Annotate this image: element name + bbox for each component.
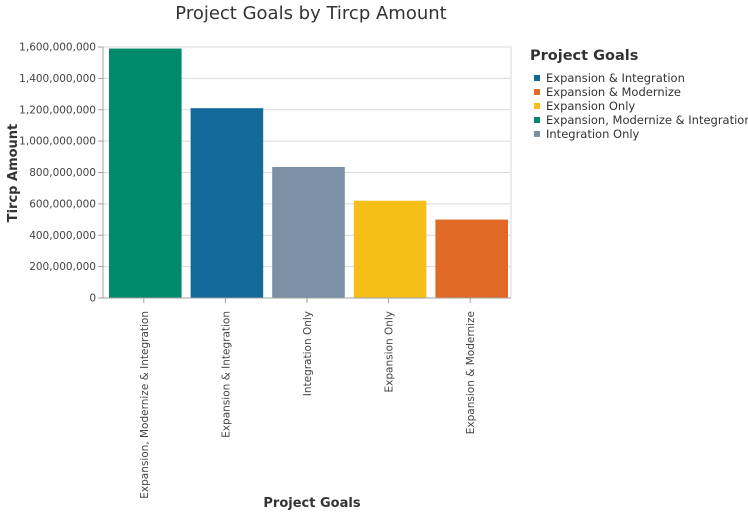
y-tick-label: 1,200,000,000 xyxy=(19,104,96,116)
bar xyxy=(353,200,427,298)
x-tick-label: Expansion, Modernize & Integration xyxy=(139,311,151,499)
y-tick-label: 1,000,000,000 xyxy=(19,136,96,148)
bar xyxy=(190,108,264,299)
y-tick-label: 0 xyxy=(89,293,96,305)
legend-item-label: Expansion & Modernize xyxy=(546,85,681,99)
axes xyxy=(102,47,512,303)
x-tick-label: Expansion & Modernize xyxy=(465,311,477,434)
legend-swatch xyxy=(534,117,540,123)
legend-item-label: Expansion Only xyxy=(546,99,635,113)
x-tick-label: Integration Only xyxy=(302,311,314,396)
x-tick-labels: Expansion, Modernize & Integration Expans… xyxy=(139,311,477,499)
bars xyxy=(109,48,508,299)
legend-item-label: Expansion, Modernize & Integration xyxy=(546,113,748,127)
legend-swatch xyxy=(534,75,540,81)
x-axis-title: Project Goals xyxy=(263,496,360,511)
bar xyxy=(435,219,508,298)
y-tick-labels: 0 200,000,000 400,000,000 600,000,000 800,00… xyxy=(19,42,96,305)
legend-item-label: Integration Only xyxy=(546,127,640,141)
legend: Project Goals Expansion & IntegrationExp… xyxy=(530,48,748,141)
y-axis-title: Tircp Amount xyxy=(6,124,21,223)
legend-swatch xyxy=(534,103,540,109)
x-tick-label: Expansion & Integration xyxy=(220,311,232,438)
legend-swatch xyxy=(534,89,540,95)
y-tick-label: 1,600,000,000 xyxy=(19,42,96,54)
y-tick-label: 400,000,000 xyxy=(29,230,96,242)
legend-title: Project Goals xyxy=(530,48,638,64)
y-tick-label: 200,000,000 xyxy=(29,261,96,273)
y-tick-label: 600,000,000 xyxy=(29,198,96,210)
y-tick-label: 1,400,000,000 xyxy=(19,73,96,85)
y-tick-label: 800,000,000 xyxy=(29,167,96,179)
legend-item-label: Expansion & Integration xyxy=(546,71,685,85)
chart-title: Project Goals by Tircp Amount xyxy=(175,3,446,24)
bar xyxy=(272,167,345,298)
bar xyxy=(109,48,182,298)
x-tick-label: Expansion Only xyxy=(384,311,396,392)
legend-swatch xyxy=(534,131,540,137)
